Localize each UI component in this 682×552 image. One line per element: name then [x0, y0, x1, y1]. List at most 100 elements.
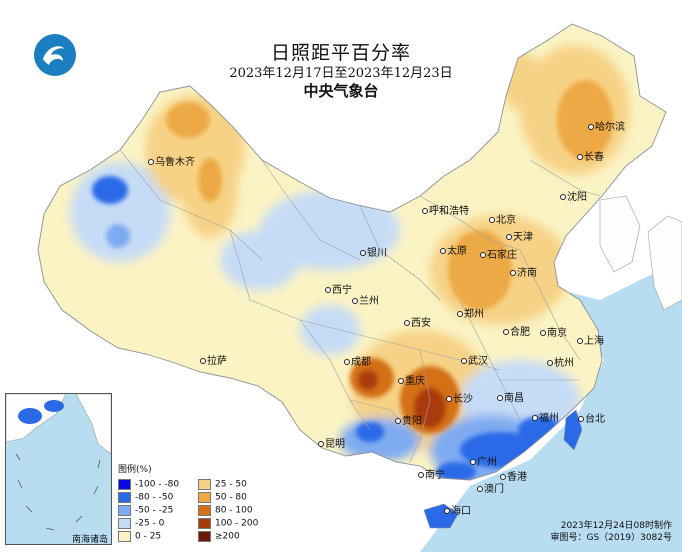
city-label: 太原 — [440, 246, 467, 258]
city-marker-icon — [422, 208, 428, 214]
city-marker-icon — [489, 217, 495, 223]
city-label: 南昌 — [497, 393, 524, 405]
legend-swatch — [198, 531, 211, 542]
legend-item: 25 - 50 — [198, 479, 247, 490]
city-label: 南京 — [540, 328, 567, 340]
city-label: 上海 — [577, 336, 604, 348]
city-marker-icon — [404, 320, 410, 326]
city-label: 昆明 — [318, 439, 345, 451]
city-marker-icon — [532, 415, 538, 421]
made-time: 2023年12月24日08时制作 — [560, 521, 672, 531]
city-marker-icon — [500, 474, 506, 480]
city-marker-icon — [398, 378, 404, 384]
city-label: 石家庄 — [480, 250, 517, 262]
city-label: 武汉 — [461, 356, 488, 368]
city-marker-icon — [510, 270, 516, 276]
legend-item: ≥200 — [198, 531, 240, 542]
province-borders — [119, 149, 601, 463]
city-marker-icon — [200, 358, 206, 364]
legend-item: -25 - 0 — [118, 518, 164, 529]
city-label: 成都 — [344, 357, 371, 369]
city-label: 杭州 — [547, 358, 574, 370]
city-label: 天津 — [506, 232, 533, 244]
city-marker-icon — [560, 194, 566, 200]
legend-swatch — [198, 492, 211, 503]
city-label: 长沙 — [446, 394, 473, 406]
city-marker-icon — [418, 472, 424, 478]
city-label: 贵阳 — [395, 416, 422, 428]
review-number: 审图号：GS（2019）3082号 — [550, 533, 673, 543]
city-label: 澳门 — [477, 484, 504, 496]
city-marker-icon — [446, 396, 452, 402]
city-label: 香港 — [500, 472, 527, 484]
legend-item: 0 - 25 — [118, 531, 161, 542]
city-marker-icon — [480, 252, 486, 258]
city-marker-icon — [477, 486, 483, 492]
city-marker-icon — [540, 330, 546, 336]
city-marker-icon — [470, 459, 476, 465]
city-label: 哈尔滨 — [588, 122, 625, 134]
city-marker-icon — [503, 329, 509, 335]
city-label: 福州 — [532, 413, 559, 425]
city-marker-icon — [588, 124, 594, 130]
city-marker-icon — [360, 250, 366, 256]
city-label: 重庆 — [398, 376, 425, 388]
legend-item: 50 - 80 — [198, 492, 247, 503]
city-label: 合肥 — [503, 327, 530, 339]
legend-swatch — [118, 505, 131, 516]
legend-item: -80 - -50 — [118, 492, 173, 503]
japan-land — [647, 215, 682, 311]
city-marker-icon — [577, 154, 583, 160]
city-marker-icon — [457, 311, 463, 317]
city-label: 北京 — [489, 215, 516, 227]
city-marker-icon — [395, 418, 401, 424]
city-marker-icon — [318, 441, 324, 447]
legend-swatch — [198, 518, 211, 529]
legend-title: 图例(%) — [118, 465, 152, 475]
legend-item: 80 - 100 — [198, 505, 253, 516]
city-marker-icon — [344, 359, 350, 365]
city-marker-icon — [148, 159, 154, 165]
agency-name: 中央气象台 — [303, 82, 379, 100]
city-marker-icon — [506, 234, 512, 240]
legend-item: -100 - -80 — [118, 479, 179, 490]
city-label: 广州 — [470, 457, 497, 469]
legend-swatch — [118, 479, 131, 490]
city-label: 呼和浩特 — [422, 206, 469, 218]
city-marker-icon — [461, 358, 467, 364]
legend-swatch — [118, 492, 131, 503]
city-label: 台北 — [578, 414, 605, 426]
inset-label: 南海诸岛 — [72, 535, 109, 545]
city-marker-icon — [547, 360, 553, 366]
china-outline — [37, 23, 667, 481]
city-label: 西安 — [404, 318, 431, 330]
korea-land — [599, 195, 641, 273]
city-label: 长春 — [577, 152, 604, 164]
city-label: 郑州 — [457, 309, 484, 321]
city-marker-icon — [578, 416, 584, 422]
city-marker-icon — [497, 395, 503, 401]
legend-swatch — [198, 479, 211, 490]
legend-swatch — [118, 518, 131, 529]
cma-logo-icon — [34, 34, 76, 76]
city-label: 沈阳 — [560, 192, 587, 204]
city-marker-icon — [444, 508, 450, 514]
legend-swatch — [198, 505, 211, 516]
legend-swatch — [118, 531, 131, 542]
city-marker-icon — [325, 287, 331, 293]
city-label: 济南 — [510, 268, 537, 280]
taiwan-island — [563, 409, 583, 451]
city-marker-icon — [352, 298, 358, 304]
date-range: 2023年12月17日至2023年12月23日 — [229, 66, 453, 81]
city-marker-icon — [440, 248, 446, 254]
city-label: 兰州 — [352, 296, 379, 308]
east-sea — [420, 260, 682, 552]
city-label: 南宁 — [418, 470, 445, 482]
city-label: 拉萨 — [200, 356, 227, 368]
legend-item: -50 - -25 — [118, 505, 173, 516]
legend-item: 100 - 200 — [198, 518, 258, 529]
south-china-sea-inset — [5, 393, 112, 545]
city-label: 西宁 — [325, 285, 352, 297]
city-marker-icon — [577, 338, 583, 344]
